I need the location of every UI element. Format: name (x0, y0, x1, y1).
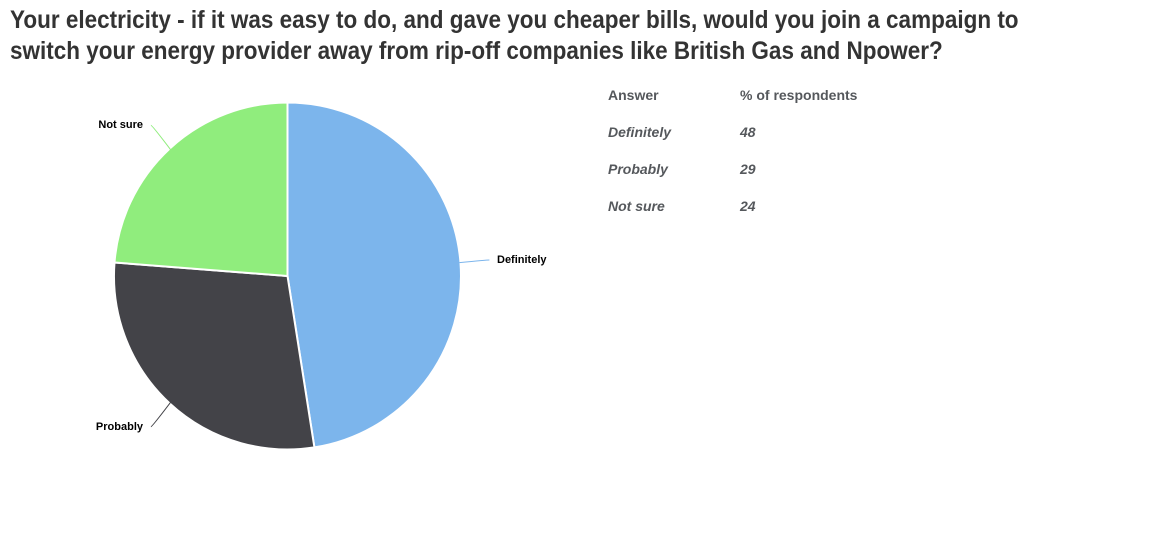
slice-label-not-sure: Not sure (98, 119, 143, 131)
slice-label-definitely: Definitely (497, 254, 547, 266)
chart-title: Your electricity - if it was easy to do,… (10, 5, 1131, 67)
label-connector-probably (150, 402, 171, 428)
results-table: Answer % of respondents Definitely 48 Prob… (608, 88, 857, 214)
chart-title-line-2: switch your energy provider away from ri… (10, 37, 943, 65)
slice-label-probably: Probably (95, 421, 143, 433)
table-cell-percent: 48 (740, 124, 756, 140)
table-cell-answer: Probably (608, 161, 668, 177)
pie-slice-definitely[interactable] (286, 101, 462, 449)
table-header-percent: % of respondents (740, 87, 858, 103)
pie-slice-probably[interactable] (112, 261, 316, 451)
table-header-answer: Answer (608, 87, 659, 103)
table-cell-percent: 24 (740, 198, 756, 214)
label-connector-not-sure (150, 124, 171, 150)
table-cell-answer: Definitely (608, 124, 672, 140)
table-cell-percent: 29 (740, 161, 756, 177)
label-connector-definitely (459, 259, 490, 264)
table-cell-answer: Not sure (608, 198, 665, 214)
chart-title-line-1: Your electricity - if it was easy to do,… (10, 6, 1019, 34)
